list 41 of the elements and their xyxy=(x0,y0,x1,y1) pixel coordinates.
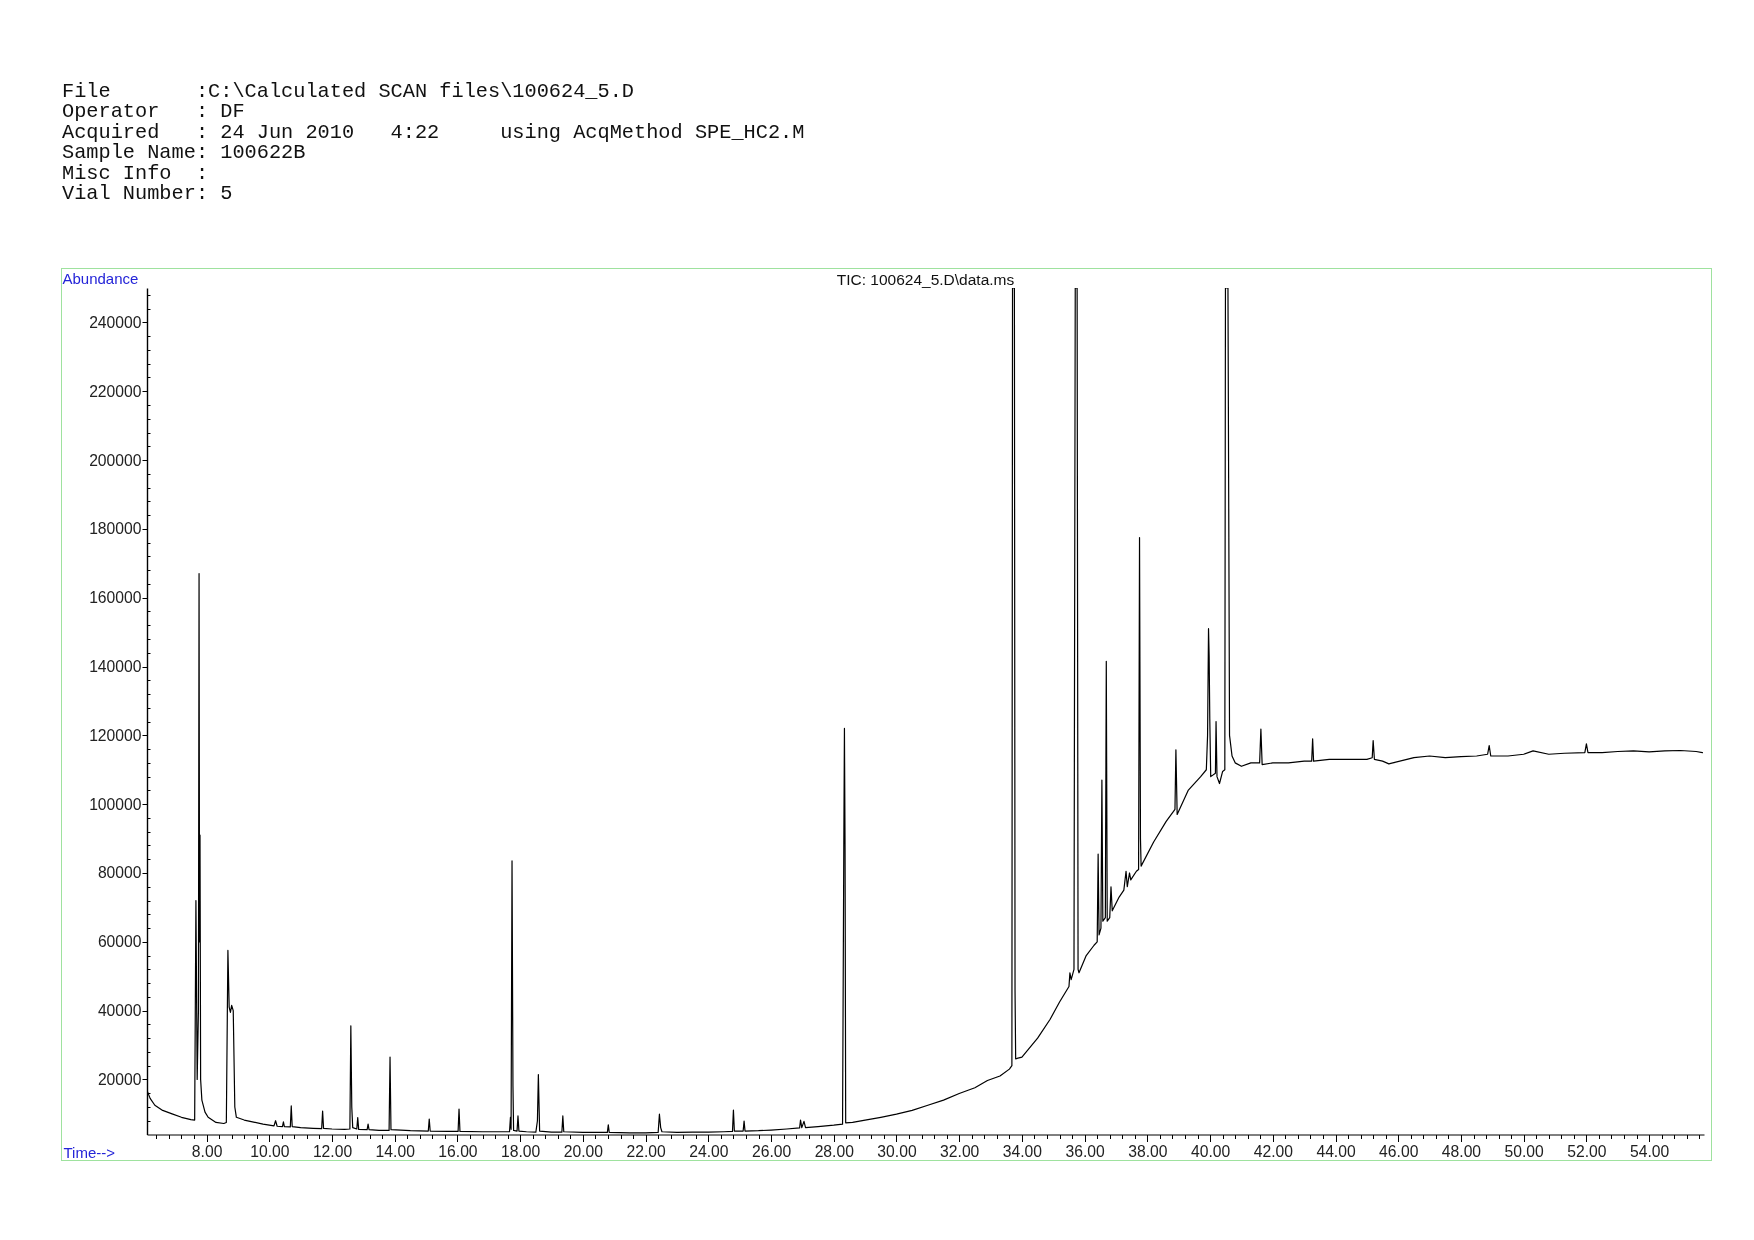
y-tick-label: 200000 xyxy=(89,451,142,469)
x-tick-label: 38.00 xyxy=(1128,1143,1168,1160)
x-tick-label: 32.00 xyxy=(940,1143,980,1160)
x-tick-label: 34.00 xyxy=(1002,1143,1043,1160)
y-tick-label: 60000 xyxy=(97,933,142,951)
y-tick-label: 240000 xyxy=(89,313,142,331)
y-tick-label: 80000 xyxy=(97,864,142,882)
x-tick-label: 46.00 xyxy=(1379,1143,1419,1160)
y-tick-label: 40000 xyxy=(97,1002,142,1020)
y-tick-label: 100000 xyxy=(89,795,142,813)
x-tick-label: 18.00 xyxy=(501,1143,541,1160)
x-tick-label: 52.00 xyxy=(1567,1143,1607,1160)
x-tick-label: 20.00 xyxy=(563,1143,604,1160)
x-tick-label: 28.00 xyxy=(814,1143,855,1160)
x-tick-label: 12.00 xyxy=(312,1143,353,1160)
x-tick-label: 48.00 xyxy=(1441,1143,1482,1160)
x-tick-label: 8.00 xyxy=(191,1143,223,1160)
x-tick-label: 22.00 xyxy=(626,1143,667,1160)
x-tick-label: 50.00 xyxy=(1504,1143,1545,1160)
y-tick-label: 220000 xyxy=(89,382,142,400)
y-tick-label: 180000 xyxy=(89,520,142,538)
x-tick-label: 36.00 xyxy=(1065,1143,1106,1160)
x-tick-label: 10.00 xyxy=(250,1143,290,1160)
x-tick-label: 24.00 xyxy=(689,1143,729,1160)
x-tick-label: 54.00 xyxy=(1629,1143,1670,1160)
x-tick-label: 40.00 xyxy=(1190,1143,1231,1160)
x-tick-label: 26.00 xyxy=(751,1143,792,1160)
x-tick-label: 14.00 xyxy=(375,1143,416,1160)
y-axis-title: Abundance xyxy=(62,269,139,287)
text: File :C:\Calculated SCAN files\100624_5.D xyxy=(62,80,636,103)
y-tick-label: 120000 xyxy=(89,726,142,744)
y-tick-label: 140000 xyxy=(89,658,142,676)
chart-title: TIC: 100624_5.D\data.ms xyxy=(836,270,1015,288)
x-tick-label: 44.00 xyxy=(1316,1143,1356,1160)
y-tick-label: 20000 xyxy=(97,1070,142,1088)
y-tick-label: 160000 xyxy=(89,589,142,607)
text: Vial Number: 5 xyxy=(62,182,234,206)
x-tick-label: 30.00 xyxy=(877,1143,917,1160)
x-tick-label: 16.00 xyxy=(438,1143,478,1160)
x-tick-label: 42.00 xyxy=(1253,1143,1294,1160)
x-axis-title: Time--> xyxy=(63,1143,116,1161)
